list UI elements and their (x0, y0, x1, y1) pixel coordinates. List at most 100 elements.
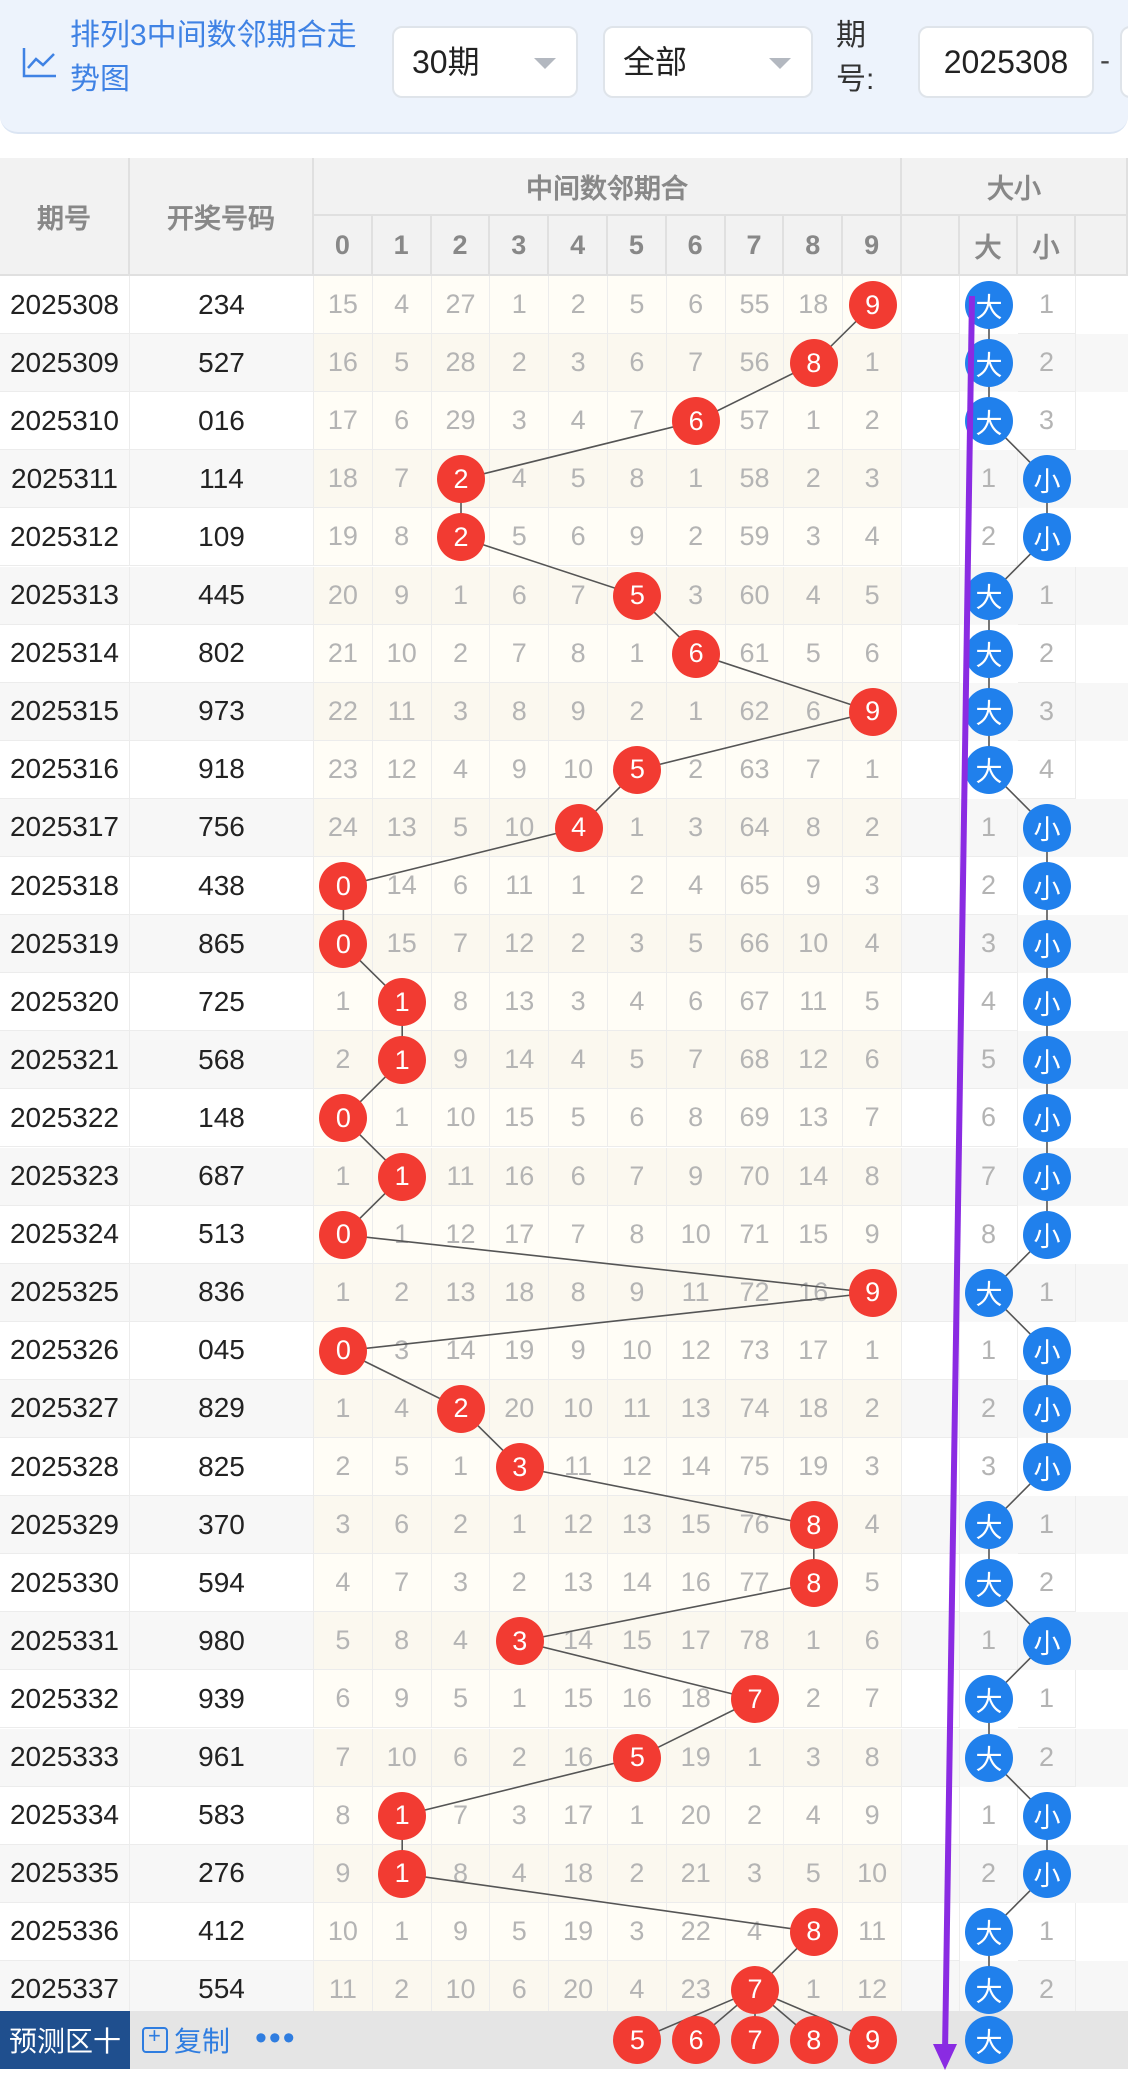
miss-cell: 3 (490, 392, 550, 451)
miss-cell: 1 (666, 450, 726, 509)
draw-number-cell: 568 (130, 1031, 314, 1090)
prediction-ball[interactable]: 8 (789, 2016, 838, 2064)
miss-cell: 17 (490, 1205, 550, 1264)
hit-ball: 3 (495, 1443, 544, 1492)
size-miss-cell: 2 (960, 1379, 1018, 1438)
prediction-ball[interactable]: 6 (672, 2016, 721, 2064)
miss-cell: 9 (608, 1263, 667, 1322)
issue-cell: 2025332 (0, 1670, 130, 1729)
miss-cell: 3 (784, 1728, 844, 1787)
issue-end-input[interactable] (1120, 26, 1128, 98)
miss-cell: 7 (666, 1031, 726, 1090)
miss-cell: 9 (549, 682, 608, 741)
size-miss-cell: 2 (960, 508, 1018, 567)
size-ball: 小 (1023, 978, 1071, 1027)
issue-start-input[interactable]: 2025308 (918, 26, 1094, 98)
miss-cell: 21 (666, 1844, 726, 1903)
prediction-area-button[interactable]: 预测区十 (0, 2011, 130, 2069)
size-ball: 小 (1023, 803, 1071, 852)
miss-cell: 6 (431, 1728, 491, 1787)
miss-cell: 5 (843, 973, 902, 1032)
miss-cell: 20 (490, 1379, 550, 1438)
miss-cell: 9 (784, 857, 844, 916)
miss-cell: 6 (608, 1089, 667, 1148)
miss-cell: 19 (784, 1438, 844, 1497)
miss-cell: 13 (431, 1263, 491, 1322)
miss-cell: 2 (784, 1670, 844, 1729)
miss-cell: 5 (843, 1554, 902, 1613)
size-miss-cell: 1 (960, 1786, 1018, 1845)
miss-cell: 12 (549, 1496, 608, 1555)
miss-cell: 11 (372, 682, 432, 741)
spacer-cell (902, 1496, 960, 1555)
spacer-cell (902, 1263, 960, 1322)
miss-cell: 1 (490, 1670, 550, 1729)
miss-cell: 71 (725, 1205, 785, 1264)
prediction-size-ball[interactable]: 大 (965, 2016, 1013, 2064)
miss-cell: 6 (490, 566, 550, 625)
miss-cell: 7 (314, 1728, 373, 1787)
prediction-ball[interactable]: 9 (848, 2016, 897, 2064)
miss-cell: 16 (490, 1147, 550, 1206)
copy-icon (142, 2023, 168, 2053)
draw-number-cell: 412 (130, 1902, 314, 1961)
miss-cell: 1 (843, 1321, 902, 1380)
size-ball: 大 (965, 397, 1013, 446)
col-header-number: 开奖号码 (130, 158, 314, 276)
draw-number-cell: 527 (130, 334, 314, 393)
miss-cell: 9 (608, 508, 667, 567)
period-select[interactable]: 30期 (392, 26, 578, 98)
miss-cell: 3 (372, 1321, 432, 1380)
hit-ball: 5 (613, 1733, 662, 1782)
miss-cell: 5 (784, 624, 844, 683)
copy-button[interactable]: 复制 (142, 2011, 230, 2069)
miss-cell: 7 (608, 392, 667, 451)
draw-number-cell: 445 (130, 566, 314, 625)
size-ball: 小 (1023, 862, 1071, 911)
digit-header: 7 (725, 216, 785, 276)
miss-cell: 4 (725, 1902, 785, 1961)
size-header-big: 大 (960, 216, 1018, 276)
size-miss-cell: 4 (960, 973, 1018, 1032)
size-miss-cell: 1 (1018, 1902, 1076, 1961)
miss-cell: 61 (725, 624, 785, 683)
spacer-cell (902, 334, 960, 393)
trend-chart-icon (22, 48, 56, 78)
miss-cell: 23 (314, 740, 373, 799)
spacer-cell (902, 1554, 960, 1613)
miss-cell: 11 (490, 857, 550, 916)
spacer-cell (902, 392, 960, 451)
type-select[interactable]: 全部 (603, 26, 813, 98)
miss-cell: 16 (784, 1263, 844, 1322)
miss-cell: 1 (666, 682, 726, 741)
miss-cell: 7 (372, 1554, 432, 1613)
digit-header: 0 (314, 216, 373, 276)
miss-cell: 10 (372, 624, 432, 683)
hit-ball: 8 (789, 1559, 838, 1608)
size-ball: 小 (1023, 1617, 1071, 1666)
miss-cell: 2 (314, 1031, 373, 1090)
miss-cell: 18 (784, 276, 844, 335)
miss-cell: 65 (725, 857, 785, 916)
miss-cell: 9 (372, 566, 432, 625)
miss-cell: 11 (843, 1902, 902, 1961)
prediction-ball[interactable]: 7 (731, 2016, 779, 2064)
miss-cell: 6 (549, 1147, 608, 1206)
miss-cell: 78 (725, 1612, 785, 1671)
miss-cell: 64 (725, 798, 785, 857)
miss-cell: 6 (431, 857, 491, 916)
miss-cell: 5 (490, 508, 550, 567)
issue-cell: 2025323 (0, 1147, 130, 1206)
miss-cell: 28 (431, 334, 491, 393)
draw-number-cell: 980 (130, 1612, 314, 1671)
issue-cell: 2025336 (0, 1902, 130, 1961)
spacer-cell (902, 915, 960, 974)
miss-cell: 2 (490, 1554, 550, 1613)
miss-cell: 3 (431, 1554, 491, 1613)
miss-cell: 6 (784, 682, 844, 741)
miss-cell: 21 (314, 624, 373, 683)
miss-cell: 14 (666, 1438, 726, 1497)
hit-ball: 1 (378, 1791, 427, 1840)
miss-cell: 6 (608, 334, 667, 393)
more-button[interactable]: ••• (255, 2019, 297, 2057)
